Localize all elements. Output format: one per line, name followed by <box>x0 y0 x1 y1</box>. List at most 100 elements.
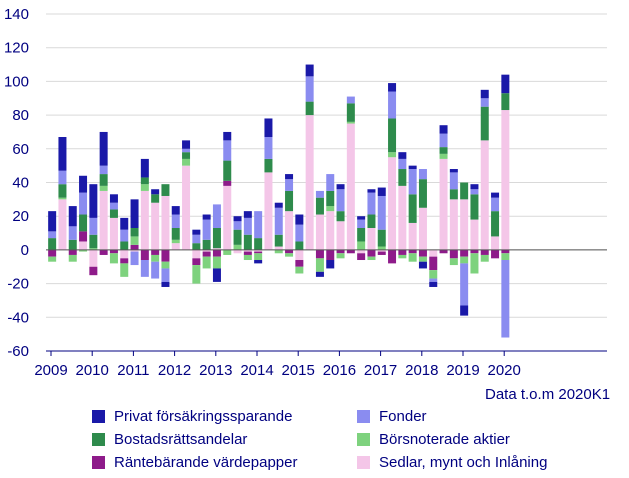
legend-item-ranta: Räntebärande värdepapper <box>92 454 297 471</box>
bar-fonder-2019K2 <box>470 189 479 195</box>
bar-privat-2012K3 <box>192 229 201 235</box>
bar-fonder-2018K2 <box>429 278 438 282</box>
bar-sedlar-2019K4 <box>491 236 500 250</box>
bar-ranta-2011K2 <box>140 249 149 261</box>
y-tick-label: -60 <box>7 343 29 360</box>
bar-fonder-2014K2 <box>264 137 273 159</box>
x-tick-label: 2010 <box>76 362 109 379</box>
bar-sedlar-2011K3 <box>151 202 160 250</box>
bar-fonder-2019K3 <box>480 98 489 107</box>
bar-ranta-2009K4 <box>79 231 88 242</box>
bar-aktier-2019K2 <box>470 253 479 274</box>
bar-bostad-2018K3 <box>439 147 448 154</box>
bar-sedlar-2015K2 <box>305 115 314 250</box>
bar-aktier-2015K3 <box>315 258 324 272</box>
bar-bostad-2015K2 <box>305 101 314 116</box>
x-tick-label: 2019 <box>446 362 479 379</box>
y-tick-label: 140 <box>4 6 29 23</box>
bar-bostad-2010K4 <box>120 241 129 250</box>
bar-ranta-2013K1 <box>212 249 221 257</box>
bar-ranta-2016K4 <box>367 249 376 257</box>
legend-label-privat: Privat försäkringssparande <box>114 408 293 425</box>
x-tick-label: 2018 <box>405 362 438 379</box>
bar-bostad-2013K3 <box>233 229 242 245</box>
bar-aktier-2009K2 <box>58 197 67 200</box>
bar-fonder-2011K1 <box>130 251 139 266</box>
bar-aktier-2012K2 <box>182 158 191 166</box>
bar-bostad-2014K2 <box>264 158 273 173</box>
legend-swatch-ranta <box>92 456 105 469</box>
bar-privat-2009K1 <box>48 211 57 232</box>
bar-fonder-2016K3 <box>357 219 366 228</box>
bar-aktier-2011K1 <box>130 236 139 245</box>
bar-sedlar-2015K4 <box>326 211 335 250</box>
bar-fonder-2011K3 <box>151 261 160 279</box>
bar-ranta-2015K4 <box>326 249 335 261</box>
bar-privat-2014K2 <box>264 118 273 138</box>
x-tick-label: 2009 <box>34 362 67 379</box>
bar-sedlar-2009K4 <box>79 241 88 250</box>
bar-fonder-2009K2 <box>58 170 67 185</box>
bar-privat-2010K1 <box>89 184 98 218</box>
bar-privat-2014K3 <box>274 202 283 208</box>
bar-aktier-2010K3 <box>109 253 118 264</box>
bar-fonder-2009K4 <box>79 192 88 215</box>
bar-sedlar-2015K1 <box>295 249 304 261</box>
x-tick-label: 2013 <box>199 362 232 379</box>
bar-sedlar-2011K2 <box>140 190 149 250</box>
bar-privat-2017K1 <box>377 187 386 196</box>
bar-bostad-2018K4 <box>449 189 458 200</box>
bar-bostad-2012K4 <box>202 239 211 250</box>
bar-bostad-2011K1 <box>130 227 139 237</box>
bar-sedlar-2016K2 <box>346 123 355 250</box>
bar-privat-2013K4 <box>243 211 252 218</box>
bar-sedlar-2010K4 <box>120 249 129 259</box>
bar-ranta-2017K3 <box>398 249 407 255</box>
bar-ranta-2013K2 <box>223 180 232 186</box>
bar-privat-2015K3 <box>315 271 324 277</box>
bar-privat-2018K3 <box>439 125 448 134</box>
x-tick-label: 2016 <box>323 362 356 379</box>
bar-fonder-2009K3 <box>68 226 77 240</box>
bar-aktier-2014K3 <box>274 249 283 254</box>
bar-fonder-2018K1 <box>418 169 427 180</box>
y-tick-label: -20 <box>7 276 29 293</box>
bar-sedlar-2014K4 <box>285 211 294 250</box>
bar-bostad-2011K2 <box>140 177 149 185</box>
bar-bostad-2012K2 <box>182 152 191 159</box>
bar-bostad-2017K3 <box>398 169 407 186</box>
bar-sedlar-2012K2 <box>182 165 191 250</box>
x-tick-label: 2014 <box>240 362 273 379</box>
bar-privat-2015K4 <box>326 260 335 269</box>
bar-ranta-2016K3 <box>357 253 366 261</box>
bar-bostad-2019K3 <box>480 106 489 141</box>
bar-bostad-2009K4 <box>79 214 88 232</box>
bar-fonder-2016K2 <box>346 96 355 104</box>
bar-fonder-2012K2 <box>182 148 191 153</box>
bar-bostad-2010K3 <box>109 209 118 218</box>
bar-sedlar-2017K4 <box>408 222 417 250</box>
bar-fonder-2017K4 <box>408 169 417 195</box>
bar-bostad-2016K1 <box>336 211 345 222</box>
bar-privat-2019K1 <box>460 305 469 316</box>
bar-aktier-2015K1 <box>295 266 304 274</box>
bar-privat-2020K1 <box>501 74 510 94</box>
bar-privat-2017K3 <box>398 152 407 159</box>
y-tick-label: 20 <box>12 208 29 225</box>
bar-ranta-2014K4 <box>285 249 294 254</box>
bar-fonder-2012K4 <box>202 219 211 240</box>
y-tick-label: 60 <box>12 141 29 158</box>
bar-privat-2018K1 <box>418 261 427 269</box>
bar-aktier-2010K1 <box>89 248 98 250</box>
legend-label-bostad: Bostadsrättsandelar <box>114 431 248 448</box>
bar-bostad-2009K1 <box>48 238 57 250</box>
bar-aktier-2009K1 <box>48 256 57 262</box>
bar-ranta-2019K4 <box>491 249 500 259</box>
x-tick-label: 2017 <box>364 362 397 379</box>
bar-ranta-2012K4 <box>202 251 211 257</box>
bar-ranta-2017K1 <box>377 251 386 255</box>
bar-bostad-2009K3 <box>68 239 77 250</box>
bar-aktier-2013K3 <box>233 244 242 250</box>
bar-ranta-2018K3 <box>439 249 448 254</box>
y-tick-label: 80 <box>12 107 29 124</box>
